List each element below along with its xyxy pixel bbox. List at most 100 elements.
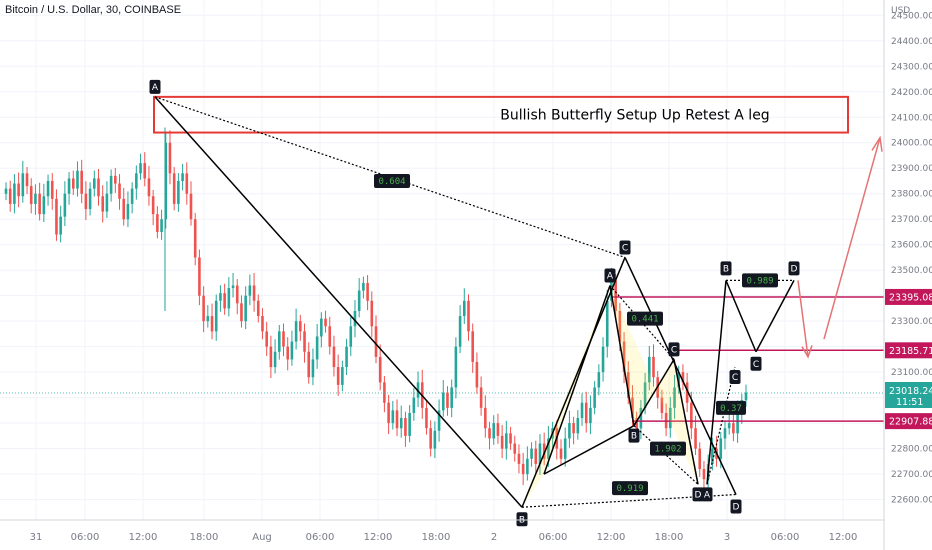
x-tick-label: 18:00 [190, 532, 219, 543]
ratio-label: 0.919 [616, 484, 643, 494]
proj-leg-cd [755, 280, 795, 353]
candle-body [71, 178, 75, 189]
candle-body [139, 163, 142, 174]
candle-body [404, 418, 407, 436]
candle-body [685, 382, 689, 403]
symbol-title: Bitcoin / U.S. Dollar, 30, COINBASE [5, 4, 182, 16]
pattern-point-marker [692, 487, 704, 502]
leg-bc2 [633, 359, 675, 427]
candle-body [332, 346, 336, 368]
x-tick-label: 2 [491, 532, 497, 543]
candle-body [353, 310, 357, 327]
annotation-text: Bullish Butterfly Setup Up Retest A leg [500, 108, 769, 124]
candle-body [160, 219, 163, 232]
candle-body [605, 300, 609, 347]
candle-body [172, 173, 176, 204]
candle-body [252, 285, 256, 301]
candle-body [135, 173, 138, 189]
candle-body [118, 183, 121, 199]
pattern-point-marker [604, 268, 616, 283]
pattern-point-marker [750, 356, 762, 371]
x-tick-label: 12:00 [829, 532, 858, 543]
candle-body [647, 356, 651, 383]
candle-body [635, 418, 638, 429]
candle-body [370, 300, 374, 327]
pattern-point-label: C [671, 345, 677, 355]
candle-body [462, 300, 466, 317]
candle-body [168, 142, 172, 174]
candle-body [315, 336, 319, 360]
pattern-point-label: C [732, 373, 738, 383]
candle-body [185, 173, 189, 194]
candle-body [341, 367, 344, 385]
price-level-tag [885, 288, 932, 305]
candle-body [509, 433, 512, 444]
candle-body [425, 407, 428, 429]
pattern-point-label: B [631, 432, 637, 442]
candle-body [479, 387, 483, 408]
candle-body [580, 402, 584, 419]
x-tick-label: 06:00 [306, 532, 335, 543]
candle-body [59, 216, 62, 235]
y-tick-label: 24000.00 [891, 139, 932, 149]
x-tick-label: 12:00 [364, 532, 393, 543]
projection-arrow-up [823, 137, 881, 340]
candle-body [130, 188, 134, 204]
candle-body [505, 433, 508, 449]
ratio-badge [716, 400, 746, 415]
candle-body [362, 282, 365, 291]
candle-body [265, 331, 268, 347]
candle-body [38, 193, 41, 215]
candle-body [492, 423, 496, 439]
candle-body [198, 257, 201, 296]
x-tick-label: 12:00 [597, 532, 626, 543]
candle-body [126, 203, 130, 220]
pattern-point-marker [668, 342, 680, 357]
candle-body [601, 346, 605, 373]
candle-body [336, 367, 340, 385]
grid-lines [0, 0, 884, 520]
candle-body [618, 310, 622, 342]
candle-body [652, 356, 655, 378]
candle-body [231, 285, 235, 289]
candle-body [240, 303, 243, 322]
candle-body [412, 397, 416, 413]
pattern-point-marker [701, 487, 713, 502]
candle-body [441, 392, 445, 411]
x-tick-label: 06:00 [539, 532, 568, 543]
candle-body [736, 412, 739, 434]
x-tick-label: 31 [30, 532, 43, 543]
arrow-head [871, 135, 883, 152]
candle-body [269, 346, 273, 368]
candle-body [42, 196, 46, 215]
currency-label: USD [891, 6, 910, 16]
x-tick-label: 06:00 [771, 532, 800, 543]
candle-body [643, 382, 647, 408]
pattern-point-marker [788, 261, 800, 276]
candle-body [67, 178, 71, 194]
candle-body [698, 448, 702, 470]
price-level-tag-label: 22907.88 [889, 417, 932, 428]
time-axis[interactable]: 31 06:00 12:00 18:00 Aug 06:00 12:00 18:00 2 06:0… [0, 519, 884, 543]
leg-bc [521, 257, 626, 508]
candle-body [496, 423, 500, 436]
candle-body [622, 341, 626, 373]
candle-body [374, 326, 378, 357]
candle-body [626, 372, 630, 398]
candle-body [660, 397, 664, 413]
candle-body [568, 423, 571, 439]
annotation-box [153, 95, 849, 134]
price-axis[interactable]: 22600.0022700.0022800.0022900.0023000.00… [883, 0, 932, 550]
pattern-point-label: A [704, 490, 711, 500]
candle-body [542, 443, 546, 459]
pattern-point-marker [619, 240, 631, 255]
projection-arrow-down [797, 280, 809, 357]
pattern-point-marker [628, 428, 640, 443]
candle-body [450, 387, 453, 408]
candle-body [273, 351, 277, 368]
ratio-badge [742, 273, 778, 288]
candle-body [46, 180, 50, 197]
candle-body [563, 438, 567, 459]
pattern-point-marker [730, 499, 742, 514]
